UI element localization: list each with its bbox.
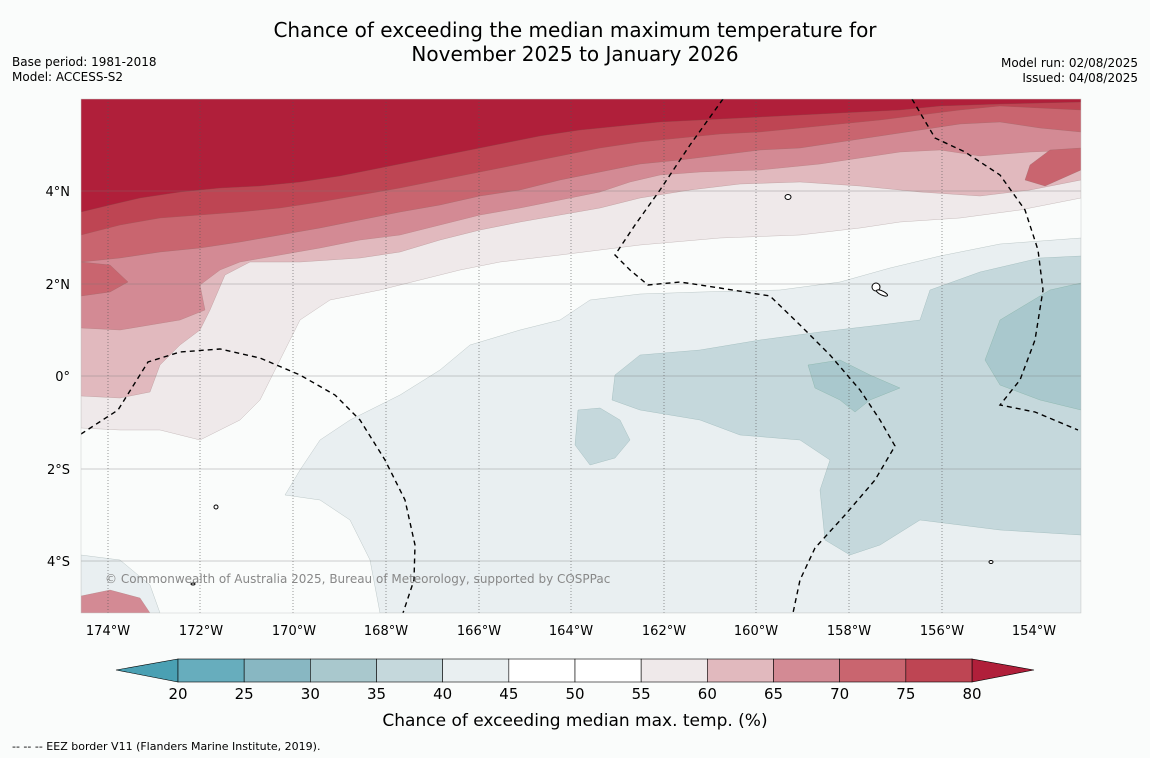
- lon-label: 172°W: [179, 624, 223, 639]
- colorbar-segment: [905, 658, 973, 683]
- colorbar-segment: [839, 658, 907, 683]
- colorbar-tick-label: 45: [499, 685, 518, 703]
- colorbar-high-arrow: [971, 658, 1035, 683]
- lon-label: 174°W: [86, 624, 130, 639]
- island: [213, 504, 219, 510]
- lon-label: 168°W: [364, 624, 408, 639]
- lon-label: 164°W: [549, 624, 593, 639]
- colorbar-tick-label: 80: [962, 685, 981, 703]
- colorbar-label: Chance of exceeding median max. temp. (%…: [382, 711, 767, 731]
- lon-label: 166°W: [457, 624, 501, 639]
- latitude-labels: 4°N 2°N 0° 2°S 4°S: [46, 185, 71, 570]
- colorbar-segment: [508, 658, 576, 683]
- contour-30-35: [984, 282, 1081, 411]
- colorbar-tick-label: 55: [632, 685, 651, 703]
- island: [190, 582, 196, 586]
- colorbar-tick-label: 20: [168, 685, 187, 703]
- model-info: Base period: 1981-2018 Model: ACCESS-S2: [12, 55, 157, 85]
- colorbar-tick-label: 40: [433, 685, 452, 703]
- lon-label: 162°W: [642, 624, 686, 639]
- model-run-date: Model run: 02/08/2025: [1000, 56, 1138, 70]
- contour-30-35-central: [807, 359, 901, 413]
- colorbar-segments: [177, 658, 973, 683]
- colorbar-segment: [177, 658, 245, 683]
- longitude-labels: 174°W 172°W 170°W 168°W 166°W 164°W 162°…: [86, 624, 1056, 639]
- colorbar-segment: [773, 658, 840, 683]
- parallel-lines: [81, 190, 1081, 562]
- map-title: Chance of exceeding the median maximum t…: [0, 18, 1150, 66]
- issue-info: Model run: 02/08/2025 Issued: 04/08/2025: [1001, 56, 1138, 86]
- title-line-2: November 2025 to January 2026: [411, 42, 739, 66]
- colorbar-tick-label: 30: [301, 685, 320, 703]
- contour-70-75-patch: [81, 261, 129, 297]
- island: [988, 560, 994, 564]
- colorbar-tick-label: 50: [565, 685, 584, 703]
- model-name: Model: ACCESS-S2: [12, 70, 124, 84]
- colorbar-tick-label: 75: [896, 685, 915, 703]
- colorbar-segment: [574, 658, 642, 683]
- colorbar-tick-label: 70: [830, 685, 849, 703]
- colorbar-tick-label: 25: [235, 685, 254, 703]
- colorbar-segment: [707, 658, 774, 683]
- colorbar-segment: [243, 658, 311, 683]
- colorbar-tick-label: 60: [698, 685, 717, 703]
- map-frame: [80, 98, 1082, 614]
- colorbar-segment: [442, 658, 510, 683]
- lat-label: 4°S: [47, 555, 70, 570]
- colorbar-segment: [640, 658, 708, 683]
- lon-label: 156°W: [920, 624, 964, 639]
- lon-label: 160°W: [734, 624, 778, 639]
- colorbar-segment: [310, 658, 377, 683]
- colorbar-tick-label: 35: [367, 685, 386, 703]
- title-line-1: Chance of exceeding the median maximum t…: [273, 18, 877, 42]
- lon-label: 154°W: [1012, 624, 1056, 639]
- eez-border-central: [614, 99, 896, 613]
- eez-borders: [81, 99, 1079, 613]
- islands: [190, 194, 994, 586]
- lat-label: 2°S: [47, 463, 70, 478]
- lat-label: 0°: [55, 370, 70, 385]
- contour-35-40: [611, 255, 1081, 556]
- lat-label: 4°N: [46, 185, 71, 200]
- colorbar-tick-label: 65: [764, 685, 783, 703]
- lon-label: 158°W: [827, 624, 871, 639]
- issued-date: Issued: 04/08/2025: [1022, 71, 1138, 85]
- base-period: Base period: 1981-2018: [12, 55, 157, 69]
- island: [784, 194, 792, 200]
- probability-contours: © Commonwealth of Australia 2025, Bureau…: [81, 99, 1081, 613]
- lat-label: 2°N: [46, 278, 71, 293]
- colorbar: 20 25 30 35 40 45 50 55 60 65 70 75 80 Chance of exc…: [115, 658, 1035, 731]
- colorbar-ticks: 20 25 30 35 40 45 50 55 60 65 70 75 80: [168, 685, 981, 703]
- eez-legend: -- -- -- EEZ border V11 (Flanders Marine…: [12, 740, 321, 753]
- lon-label: 170°W: [272, 624, 316, 639]
- contour-65-70-patch: [81, 589, 151, 613]
- contour-70-75-east: [1024, 147, 1081, 187]
- colorbar-low-arrow: [115, 658, 179, 683]
- island: [875, 289, 889, 297]
- contour-35-40-island: [574, 407, 631, 466]
- eez-border-east: [911, 99, 1079, 431]
- colorbar-segment: [376, 658, 443, 683]
- copyright-notice: © Commonwealth of Australia 2025, Bureau…: [105, 572, 610, 586]
